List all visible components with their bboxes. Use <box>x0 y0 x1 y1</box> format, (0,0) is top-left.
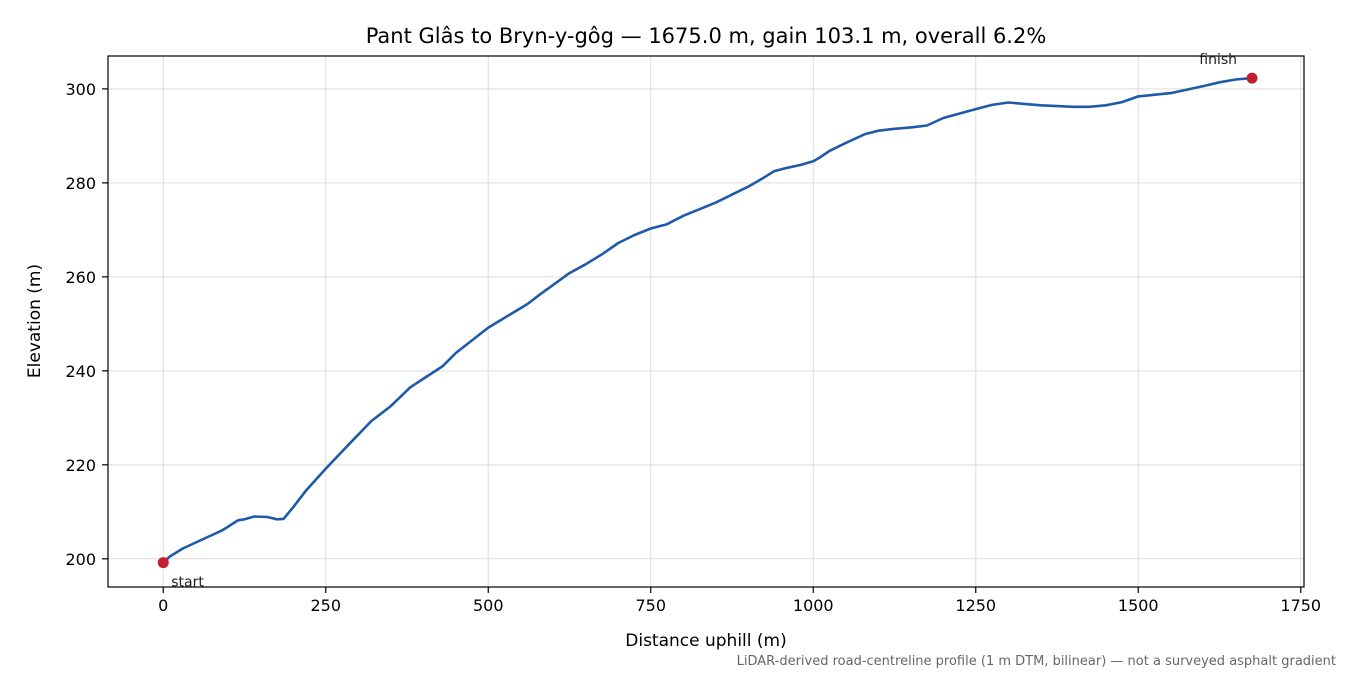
footnote: LiDAR-derived road-centreline profile (1… <box>737 654 1336 669</box>
start-marker <box>157 557 169 569</box>
series-layer <box>162 76 1254 564</box>
y-tick-label: 260 <box>65 268 96 287</box>
markers: start finish <box>157 52 1258 591</box>
y-axis-label: Elevation (m) <box>25 264 45 378</box>
x-axis-label: Distance uphill (m) <box>625 631 786 651</box>
x-tick-label: 1750 <box>1280 596 1321 615</box>
y-tick-label: 280 <box>65 174 96 193</box>
x-tick-label: 500 <box>473 596 504 615</box>
axis-ticks: 0 250 500 750 1000 1250 1500 1750 200 220 240 260 28… <box>65 80 1321 615</box>
grid <box>108 56 1304 587</box>
y-tick-label: 300 <box>65 80 96 99</box>
finish-marker <box>1246 72 1258 84</box>
plot-area-frame <box>107 55 1305 588</box>
x-tick-label: 750 <box>635 596 666 615</box>
x-tick-label: 1500 <box>1118 596 1159 615</box>
finish-annotation: finish <box>1199 52 1237 68</box>
x-tick-label: 0 <box>158 596 168 615</box>
x-tick-label: 250 <box>310 596 341 615</box>
y-tick-label: 240 <box>65 362 96 381</box>
x-tick-label: 1250 <box>955 596 996 615</box>
start-annotation: start <box>171 575 204 591</box>
elevation-profile-line <box>162 76 1254 564</box>
chart-title: Pant Glâs to Bryn-y-gôg — 1675.0 m, gain… <box>366 24 1047 48</box>
y-tick-label: 200 <box>65 550 96 569</box>
y-tick-label: 220 <box>65 456 96 475</box>
x-tick-label: 1000 <box>793 596 834 615</box>
